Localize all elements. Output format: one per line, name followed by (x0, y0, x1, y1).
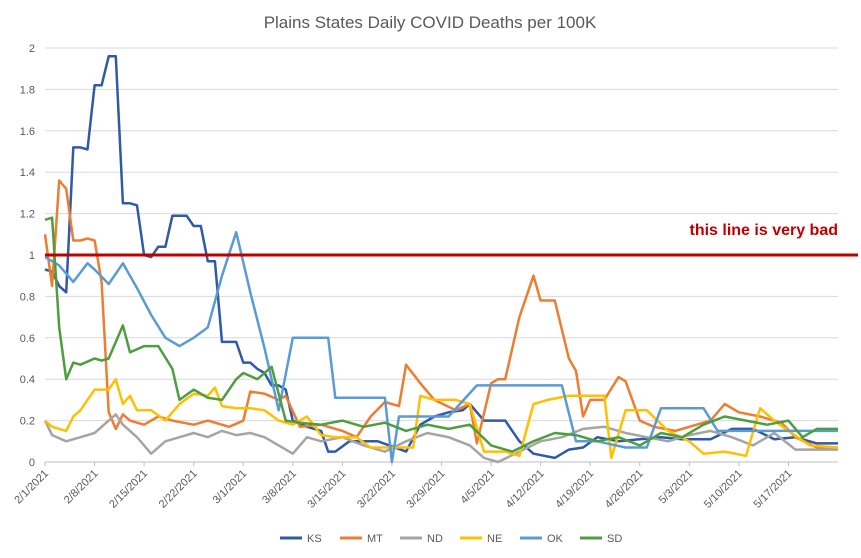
legend-label-nd: ND (427, 533, 443, 545)
x-tick-label: 4/5/2021 (458, 468, 497, 507)
series-lines (43, 55, 839, 464)
x-tick-label: 4/12/2021 (504, 468, 547, 511)
x-tick-label: 3/1/2021 (211, 468, 250, 507)
x-tick-label: 5/3/2021 (657, 468, 696, 507)
series-line-ks (44, 55, 838, 460)
legend-label-mt: MT (367, 533, 383, 545)
y-axis-ticks: 0 0.2 0.4 0.6 0.8 1 1.2 1.4 1.6 1.8 2 (20, 43, 35, 469)
y-tick-label: 1.8 (20, 84, 35, 96)
y-tick-label: 1.4 (20, 167, 35, 179)
legend-label-ok: OK (547, 533, 564, 545)
x-tick-label: 3/8/2021 (260, 468, 299, 507)
legend-label-ks: KS (307, 533, 322, 545)
legend-label-ne: NE (487, 533, 502, 545)
series-line-ok (44, 230, 838, 464)
x-tick-label: 4/19/2021 (553, 468, 596, 511)
series-line-mt (43, 179, 838, 449)
x-tick-label: 2/15/2021 (107, 468, 150, 511)
y-tick-label: 0.6 (20, 333, 35, 345)
x-tick-label: 2/8/2021 (62, 468, 101, 507)
series-line-nd (43, 413, 838, 464)
x-tick-label: 5/17/2021 (751, 468, 794, 511)
x-axis-ticks: 2/1/2021 2/8/2021 2/15/2021 2/22/2021 3/1/20… (12, 462, 795, 511)
x-tick-label: 2/1/2021 (12, 468, 51, 507)
x-tick-label: 2/22/2021 (157, 468, 200, 511)
chart-title: Plains States Daily COVID Deaths per 100… (264, 13, 597, 32)
x-tick-label: 4/26/2021 (603, 468, 646, 511)
y-tick-label: 0.2 (20, 416, 35, 428)
y-tick-label: 1.6 (20, 126, 35, 138)
legend: KS MT ND NE OK SD (280, 533, 622, 545)
x-tick-label: 3/22/2021 (355, 468, 398, 511)
x-tick-label: 3/15/2021 (305, 468, 348, 511)
series-line-sd (44, 216, 838, 453)
y-tick-label: 1 (29, 250, 35, 262)
reference-line-annotation: this line is very bad (690, 222, 839, 239)
y-tick-label: 0.8 (20, 291, 35, 303)
legend-label-sd: SD (607, 533, 622, 545)
y-tick-label: 2 (29, 43, 35, 55)
x-tick-label: 3/29/2021 (405, 468, 448, 511)
x-tick-label: 5/10/2021 (702, 468, 745, 511)
series-line-ne (44, 377, 839, 460)
y-tick-label: 0.4 (20, 374, 35, 386)
y-tick-label: 1.2 (20, 209, 35, 221)
y-tick-label: 0 (29, 457, 35, 469)
